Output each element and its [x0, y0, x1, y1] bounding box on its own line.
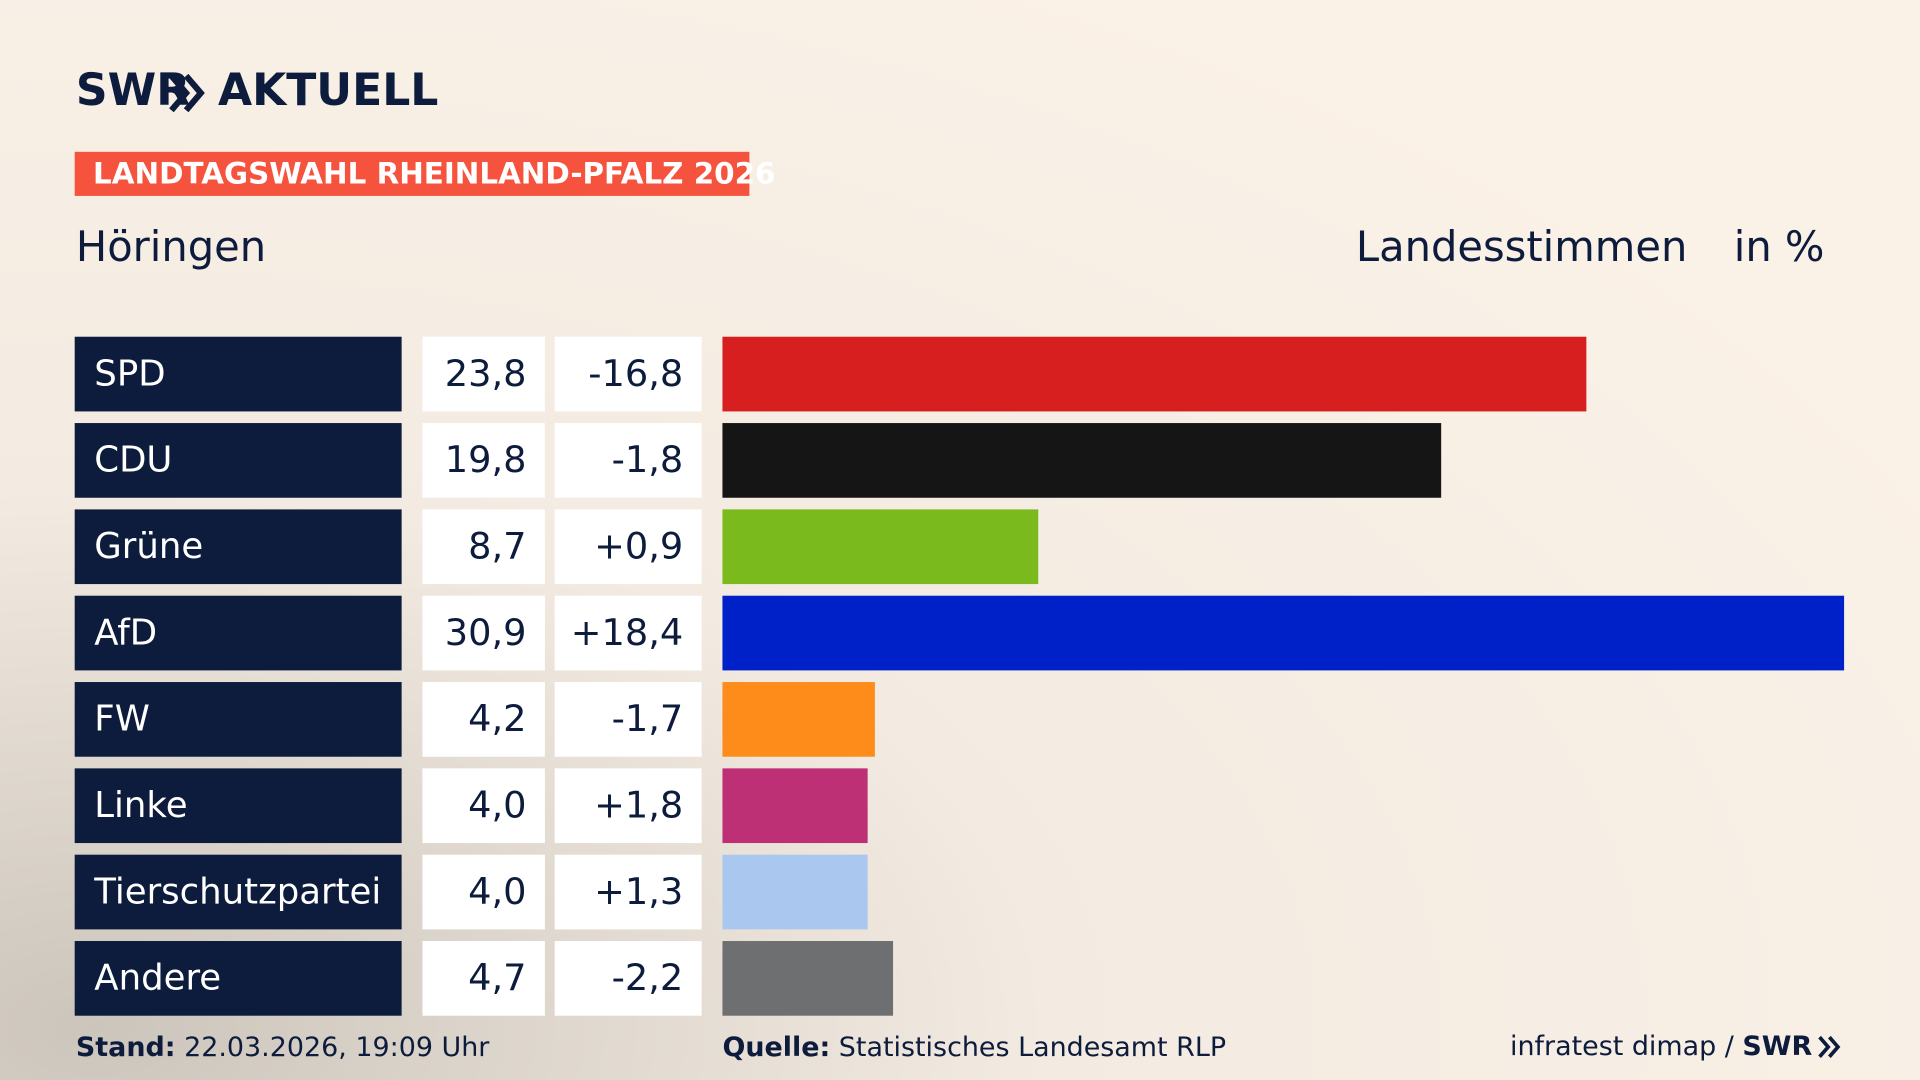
party-box	[74, 509, 402, 585]
party-box	[74, 854, 402, 930]
logo-arrows	[169, 73, 205, 113]
source-label: Quelle:	[722, 1032, 830, 1063]
party-name: SPD	[94, 353, 165, 394]
stand-label: Stand:	[76, 1032, 176, 1063]
change-box	[554, 595, 702, 671]
subtitle: Landesstimmen	[1356, 222, 1687, 271]
value-box	[422, 336, 545, 412]
source: Statistisches Landesamt RLP	[839, 1032, 1226, 1063]
credit: infratest dimap /	[1510, 1030, 1735, 1061]
party-name: AfD	[94, 612, 157, 653]
footer-source: Quelle: Statistisches Landesamt RLP	[722, 1032, 1226, 1063]
change-label: -16,8	[588, 352, 683, 395]
bar	[722, 682, 875, 757]
value-label: 4,7	[468, 956, 526, 999]
place: Höringen	[76, 222, 266, 271]
bar	[722, 941, 894, 1016]
party-box	[74, 336, 402, 412]
bar	[722, 336, 1587, 412]
change-box	[554, 423, 702, 498]
unit: in %	[1734, 222, 1825, 271]
value-box	[422, 595, 545, 671]
value-label: 19,8	[445, 438, 527, 481]
value-label: 8,7	[468, 524, 526, 567]
logo-product: AKTUELL	[218, 65, 438, 116]
chart-title: LANDTAGSWAHL RHEINLAND-PFALZ 2026	[93, 157, 775, 191]
party-name: CDU	[94, 440, 172, 481]
credit-brand: SWR	[1742, 1030, 1812, 1061]
change-box	[554, 509, 702, 585]
party-box	[74, 768, 402, 844]
bar	[722, 595, 1845, 671]
value-box	[422, 854, 545, 930]
change-box	[554, 336, 702, 412]
value-label: 23,8	[445, 352, 527, 395]
party-box	[74, 595, 402, 671]
value-label: 4,2	[468, 697, 526, 740]
party-name: FW	[94, 699, 150, 740]
bar	[722, 768, 868, 844]
stand: 22.03.2026, 19:09 Uhr	[184, 1032, 490, 1063]
value-box	[422, 941, 545, 1016]
change-box	[554, 768, 702, 844]
footer-credit: infratest dimap / SWR	[1510, 1030, 1813, 1061]
change-label: +0,9	[594, 524, 683, 567]
change-label: -2,2	[612, 956, 684, 999]
change-label: +18,4	[571, 611, 684, 654]
change-label: +1,8	[594, 783, 683, 826]
bar	[722, 509, 1039, 585]
footer-stand: Stand: 22.03.2026, 19:09 Uhr	[76, 1032, 490, 1063]
credit-arrows	[1818, 1035, 1841, 1058]
party-box	[74, 423, 402, 498]
change-label: -1,7	[612, 697, 684, 740]
party-name: Linke	[94, 785, 187, 826]
value-box	[422, 768, 545, 844]
change-label: +1,3	[594, 870, 683, 913]
party-name: Grüne	[94, 526, 203, 567]
value-box	[422, 682, 545, 757]
value-label: 4,0	[468, 870, 526, 913]
value-box	[422, 509, 545, 585]
bar	[722, 854, 868, 930]
party-box	[74, 682, 402, 757]
change-box	[554, 854, 702, 930]
value-label: 4,0	[468, 783, 526, 826]
title-banner	[74, 151, 750, 196]
party-name: Tierschutzpartei	[93, 871, 381, 912]
value-box	[422, 423, 545, 498]
party-box	[74, 941, 402, 1016]
change-box	[554, 941, 702, 1016]
change-label: -1,8	[612, 438, 684, 481]
change-box	[554, 682, 702, 757]
party-name: Andere	[94, 958, 221, 999]
bar	[722, 423, 1442, 498]
footer: Stand: 22.03.2026, 19:09 Uhr Quelle: Sta…	[76, 1030, 1841, 1063]
value-label: 30,9	[445, 611, 527, 654]
